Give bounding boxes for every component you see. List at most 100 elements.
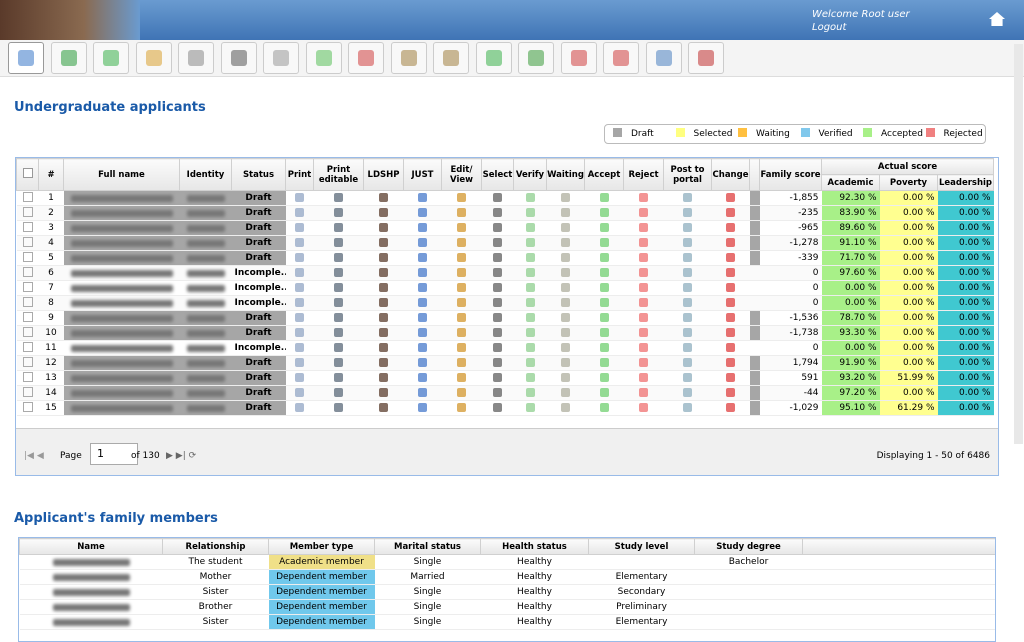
- action-cell[interactable]: [711, 280, 750, 296]
- action-cell[interactable]: [403, 265, 442, 281]
- action-cell[interactable]: [623, 220, 664, 236]
- toolbar-button[interactable]: [178, 42, 214, 74]
- action-cell[interactable]: [623, 280, 664, 296]
- action-cell[interactable]: [584, 325, 624, 341]
- action-cell[interactable]: [584, 265, 624, 281]
- column-header[interactable]: Poverty: [879, 174, 938, 191]
- action-icon[interactable]: [639, 208, 648, 217]
- table-row[interactable]: 11 Incomple... 0 0.00 % 0.00 % 0.00 %: [16, 340, 994, 356]
- action-cell[interactable]: [481, 370, 514, 386]
- action-icon[interactable]: [334, 373, 343, 382]
- action-cell[interactable]: [584, 310, 624, 326]
- action-icon[interactable]: [525, 208, 535, 217]
- action-cell[interactable]: [481, 190, 514, 206]
- action-cell[interactable]: [546, 355, 585, 371]
- action-icon[interactable]: [493, 283, 502, 292]
- action-icon[interactable]: [379, 343, 388, 352]
- action-cell[interactable]: [313, 370, 364, 386]
- action-icon[interactable]: [457, 388, 466, 397]
- action-cell[interactable]: [403, 325, 442, 341]
- action-cell[interactable]: [363, 190, 404, 206]
- action-icon[interactable]: [379, 208, 388, 217]
- action-icon[interactable]: [457, 208, 466, 217]
- table-row[interactable]: 15 Draft -1,029 95.10 % 61.29 % 0.00 %: [16, 400, 994, 416]
- action-cell[interactable]: [546, 265, 585, 281]
- action-icon[interactable]: [334, 208, 343, 217]
- action-cell[interactable]: [584, 190, 624, 206]
- action-cell[interactable]: [584, 340, 624, 356]
- action-icon[interactable]: [295, 238, 304, 247]
- action-cell[interactable]: [313, 265, 364, 281]
- action-cell[interactable]: [403, 280, 442, 296]
- action-icon[interactable]: [493, 223, 502, 232]
- action-cell[interactable]: [711, 205, 750, 221]
- action-icon[interactable]: [726, 358, 735, 367]
- action-cell[interactable]: [403, 340, 442, 356]
- action-icon[interactable]: [726, 388, 735, 397]
- row-checkbox[interactable]: [16, 355, 39, 371]
- action-icon[interactable]: [683, 223, 692, 232]
- action-cell[interactable]: [546, 370, 585, 386]
- toolbar-button[interactable]: [93, 42, 129, 74]
- action-icon[interactable]: [561, 253, 570, 262]
- action-cell[interactable]: [711, 400, 750, 416]
- column-header[interactable]: LDSHP: [363, 158, 404, 191]
- action-icon[interactable]: [525, 193, 535, 202]
- action-cell[interactable]: [403, 355, 442, 371]
- action-cell[interactable]: [513, 190, 547, 206]
- action-icon[interactable]: [379, 223, 388, 232]
- action-icon[interactable]: [295, 193, 304, 202]
- action-icon[interactable]: [561, 208, 570, 217]
- action-icon[interactable]: [295, 313, 304, 322]
- action-icon[interactable]: [683, 208, 692, 217]
- action-cell[interactable]: [313, 250, 364, 266]
- column-header[interactable]: Select: [481, 158, 514, 191]
- action-cell[interactable]: [513, 355, 547, 371]
- action-icon[interactable]: [599, 268, 609, 277]
- action-cell[interactable]: [313, 205, 364, 221]
- column-header[interactable]: Member type: [268, 538, 375, 555]
- action-icon[interactable]: [379, 358, 388, 367]
- action-icon[interactable]: [639, 253, 648, 262]
- column-header[interactable]: Accept: [584, 158, 624, 191]
- column-header[interactable]: Waiting: [546, 158, 585, 191]
- action-icon[interactable]: [334, 193, 343, 202]
- action-icon[interactable]: [334, 283, 343, 292]
- column-header[interactable]: JUST: [403, 158, 442, 191]
- row-checkbox[interactable]: [16, 400, 39, 416]
- action-cell[interactable]: [546, 400, 585, 416]
- action-cell[interactable]: [441, 310, 482, 326]
- row-checkbox[interactable]: [16, 310, 39, 326]
- action-cell[interactable]: [623, 265, 664, 281]
- action-icon[interactable]: [639, 223, 648, 232]
- action-cell[interactable]: [363, 400, 404, 416]
- action-cell[interactable]: [623, 190, 664, 206]
- action-cell[interactable]: [711, 220, 750, 236]
- action-cell[interactable]: [363, 280, 404, 296]
- pager-nav[interactable]: ▶ ▶| ⟳: [166, 451, 197, 461]
- row-checkbox[interactable]: [16, 220, 39, 236]
- action-icon[interactable]: [726, 343, 735, 352]
- action-icon[interactable]: [683, 373, 692, 382]
- action-icon[interactable]: [561, 403, 570, 412]
- action-icon[interactable]: [561, 268, 570, 277]
- row-checkbox[interactable]: [16, 280, 39, 296]
- row-checkbox[interactable]: [16, 385, 39, 401]
- action-icon[interactable]: [683, 238, 692, 247]
- action-icon[interactable]: [418, 388, 427, 397]
- column-header[interactable]: Marital status: [374, 538, 481, 555]
- action-cell[interactable]: [584, 250, 624, 266]
- column-header[interactable]: Study level: [588, 538, 695, 555]
- action-cell[interactable]: [513, 340, 547, 356]
- action-cell[interactable]: [711, 310, 750, 326]
- action-cell[interactable]: [363, 310, 404, 326]
- action-cell[interactable]: [403, 250, 442, 266]
- action-cell[interactable]: [481, 340, 514, 356]
- action-icon[interactable]: [525, 403, 535, 412]
- action-cell[interactable]: [285, 340, 314, 356]
- page-input[interactable]: 1: [90, 443, 138, 465]
- action-icon[interactable]: [561, 223, 570, 232]
- action-icon[interactable]: [457, 193, 466, 202]
- action-icon[interactable]: [639, 388, 648, 397]
- action-cell[interactable]: [313, 235, 364, 251]
